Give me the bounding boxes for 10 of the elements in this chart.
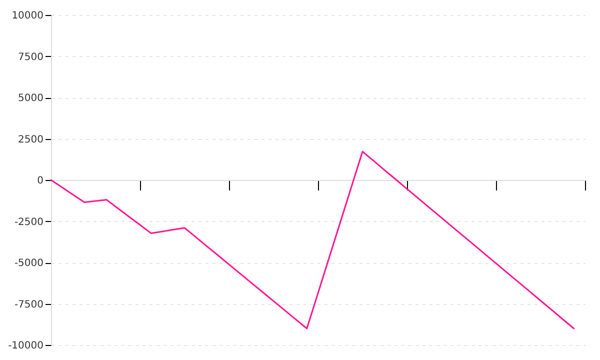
y-tick-label: 10000 (12, 10, 44, 22)
y-tick-label: -2500 (14, 216, 44, 228)
y-tick-label: 2500 (18, 134, 44, 146)
y-tick-label: 5000 (18, 93, 44, 104)
line-series (50, 150, 575, 330)
y-tick-label: 0 (37, 176, 44, 186)
y-tick-label: -7500 (14, 299, 44, 310)
y-tick-label: 7500 (18, 52, 44, 63)
y-tick-label: -10000 (8, 340, 44, 352)
y-tick-label: -5000 (14, 258, 44, 269)
